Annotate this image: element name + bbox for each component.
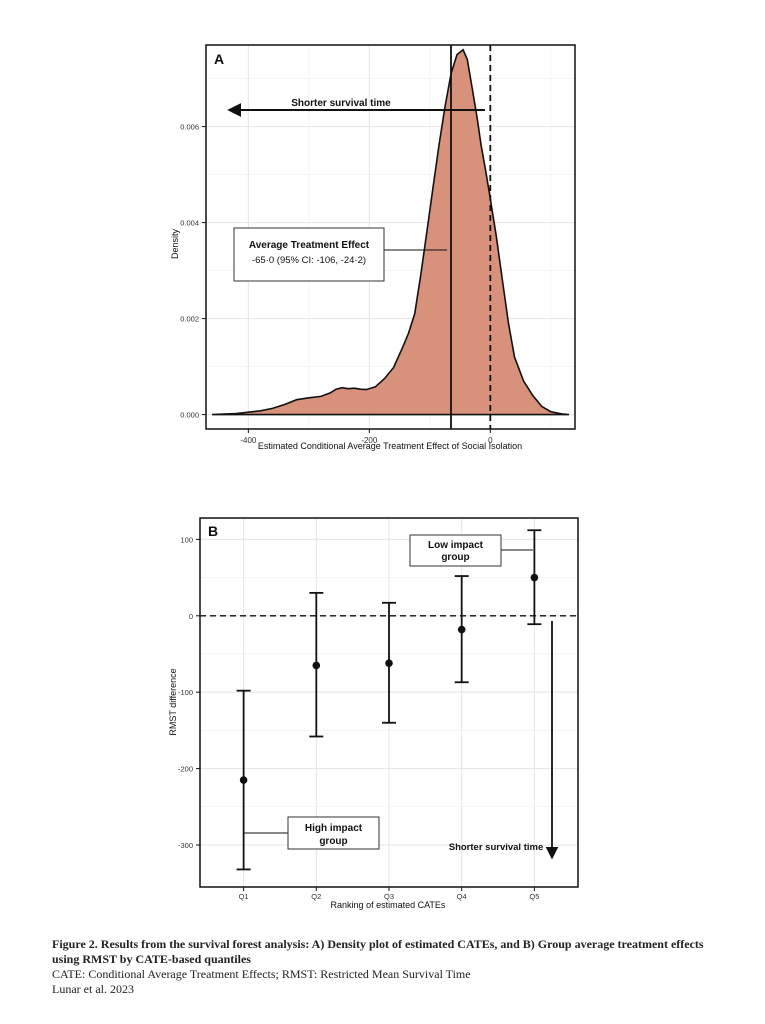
panel-a-axes: -400 -200 0 0.000 0.002 0.004 0.006 — [180, 123, 493, 445]
panel-a-x-tick-label: 0 — [488, 436, 493, 445]
rmst-difference-panel: Low impact group High impact group Short… — [168, 517, 579, 910]
panel-a-x-tick-label: -400 — [240, 436, 257, 445]
point-estimate — [457, 625, 466, 634]
group-estimate-q3 — [382, 601, 396, 724]
high-impact-label-line1: High impact — [305, 823, 363, 834]
panel-b-label: B — [208, 523, 218, 539]
panel-a-x-axis-title: Estimated Conditional Average Treatment … — [258, 441, 522, 451]
panel-b-x-tick-label: Q2 — [311, 892, 321, 901]
group-estimate-q4 — [454, 575, 469, 684]
panel-b-y-tick-label: 0 — [189, 612, 193, 621]
panel-b-y-tick-label: -100 — [178, 688, 193, 697]
figure-canvas: Shorter survival time Average Treatment … — [168, 44, 579, 910]
low-impact-label-line1: Low impact — [428, 540, 484, 551]
group-estimate-q1 — [236, 689, 251, 871]
panel-a-y-tick-label: 0.000 — [180, 411, 199, 420]
low-impact-box — [409, 534, 502, 567]
group-estimates — [236, 529, 542, 871]
caption-abbreviations: CATE: Conditional Average Treatment Effe… — [52, 967, 471, 981]
ate-annotation-box — [233, 227, 385, 282]
point-estimate — [312, 661, 321, 670]
panel-a-border — [205, 44, 576, 430]
figure-caption: Figure 2. Results from the survival fore… — [52, 937, 732, 997]
panel-b-x-tick-label: Q5 — [529, 892, 539, 901]
panel-b-x-axis-title: Ranking of estimated CATEs — [331, 900, 446, 910]
panel-b-x-tick-label: Q3 — [384, 892, 394, 901]
high-impact-box — [287, 816, 380, 850]
panel-b-x-tick-label: Q4 — [457, 892, 467, 901]
point-estimate — [239, 776, 248, 784]
panel-a-y-tick-label: 0.002 — [180, 315, 199, 324]
panel-a-y-tick-label: 0.006 — [180, 123, 199, 132]
arrow-label-shorter-survival-b: Shorter survival time — [449, 842, 544, 853]
panel-b-x-tick-label: Q1 — [239, 892, 249, 901]
point-estimate — [385, 659, 393, 667]
panel-a-y-tick-label: 0.004 — [180, 219, 199, 228]
panel-a-x-tick-label: -200 — [361, 436, 378, 445]
low-impact-label-line2: group — [441, 552, 469, 563]
ate-value: -65·0 (95% CI: -106, -24·2) — [252, 255, 366, 266]
panel-b-y-tick-label: 100 — [180, 535, 193, 544]
group-estimate-q2 — [309, 591, 324, 738]
panel-a-label: A — [214, 51, 224, 67]
panel-b-y-axis-title: RMST difference — [168, 668, 178, 735]
caption-title: Figure 2. Results from the survival fore… — [52, 937, 704, 966]
ate-title: Average Treatment Effect — [249, 240, 370, 251]
group-estimate-q5 — [527, 529, 542, 626]
panel-a-y-axis-title: Density — [170, 228, 180, 259]
density-curve — [212, 48, 570, 416]
panel-b-axes: Q1 Q2 Q3 Q4 Q5 -300 -200 -100 0 100 — [178, 535, 539, 901]
caption-citation: Lunar et al. 2023 — [52, 982, 134, 996]
high-impact-label-line2: group — [319, 836, 347, 847]
point-estimate — [530, 573, 539, 582]
panel-b-y-tick-label: -300 — [178, 841, 193, 850]
arrow-label-shorter-survival: Shorter survival time — [291, 98, 391, 109]
panel-b-y-tick-label: -200 — [178, 765, 193, 774]
density-plot-panel: Shorter survival time Average Treatment … — [170, 44, 576, 451]
